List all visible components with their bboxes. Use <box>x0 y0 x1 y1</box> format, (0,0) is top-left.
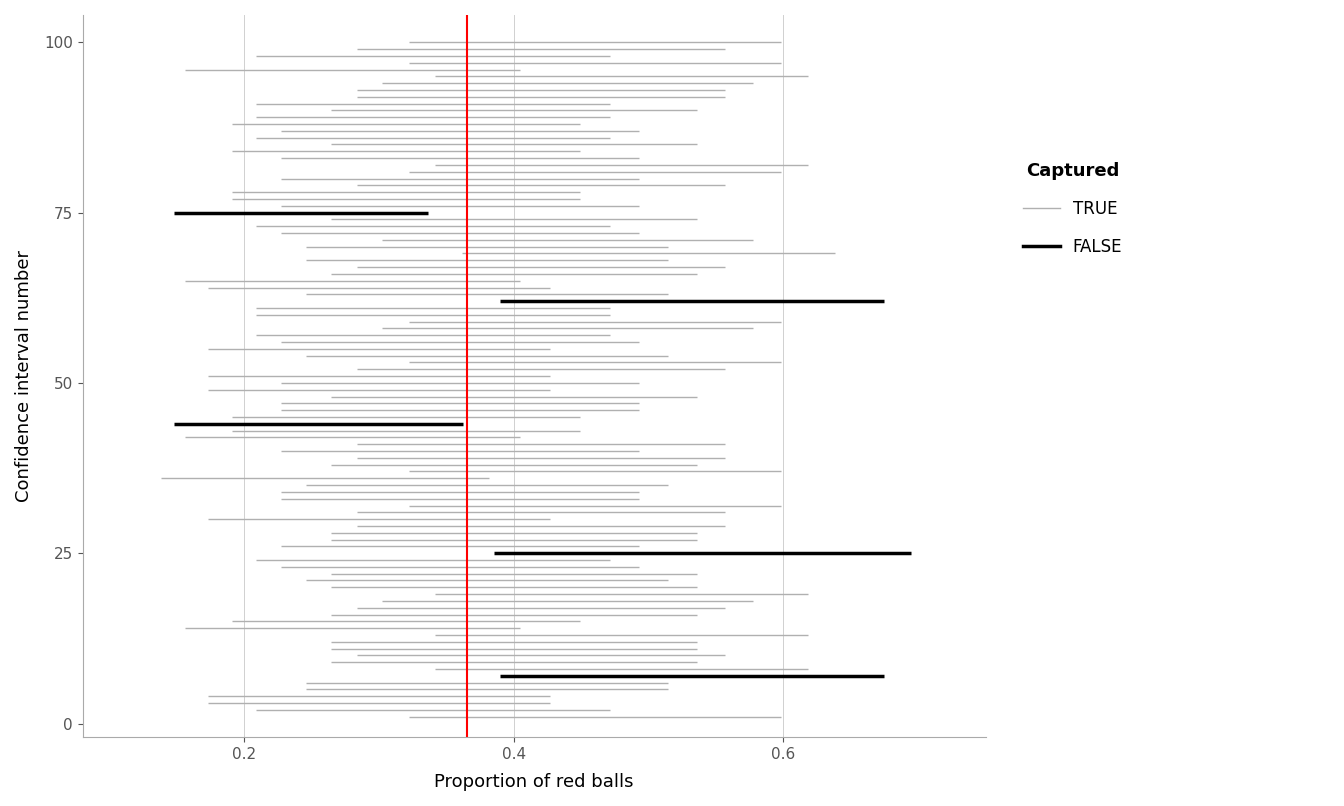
Legend: TRUE, FALSE: TRUE, FALSE <box>1015 153 1130 264</box>
X-axis label: Proportion of red balls: Proportion of red balls <box>434 773 634 791</box>
Y-axis label: Confidence interval number: Confidence interval number <box>15 250 34 502</box>
